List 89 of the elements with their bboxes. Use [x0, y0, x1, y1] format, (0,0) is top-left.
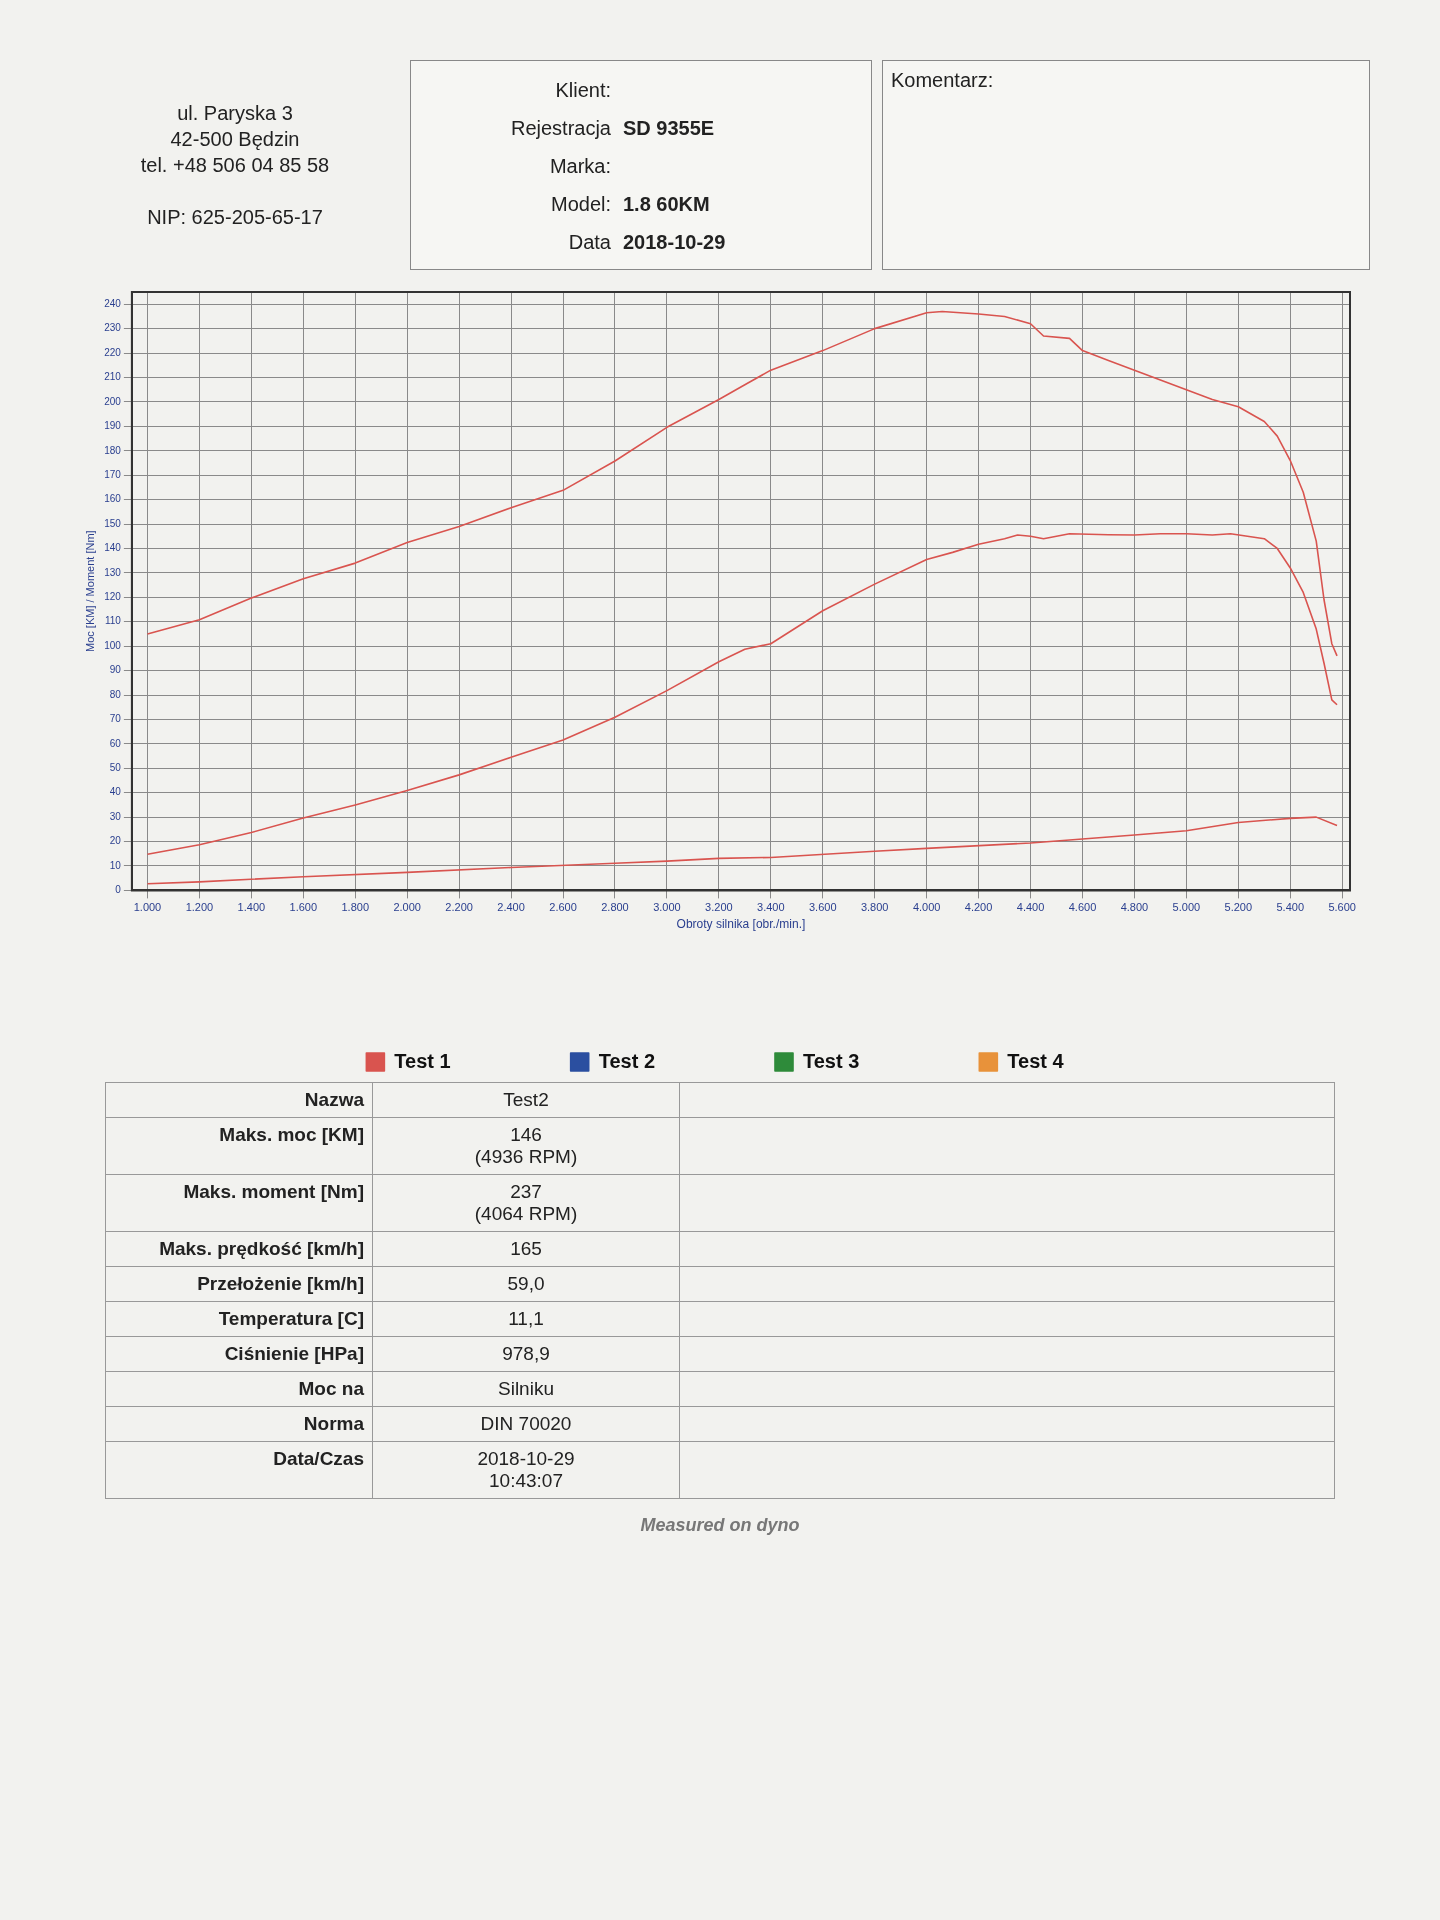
x-tick-label: 4.000: [912, 901, 941, 914]
text: Test2: [372, 1082, 680, 1118]
x-tick-label: 4.200: [964, 901, 993, 914]
x-tick-label: 3.600: [808, 901, 837, 914]
x-tick-label: 4.800: [1120, 901, 1149, 914]
text: 165: [372, 1231, 680, 1267]
y-tick-label: 70: [109, 713, 122, 725]
text: 2018-10-29 10:43:07: [372, 1441, 680, 1499]
text: 1.8 60KM: [623, 192, 710, 216]
x-tick-label: 2.400: [497, 901, 525, 914]
y-tick-label: 100: [104, 639, 122, 651]
x-tick-label: 5.200: [1224, 901, 1253, 914]
y-tick-label: 0: [115, 884, 122, 896]
x-tick-label: 1.600: [289, 901, 318, 914]
text: Temperatura [C]: [105, 1301, 373, 1337]
y-tick-label: 230: [104, 322, 122, 334]
text: Measured on dyno: [639, 1515, 801, 1536]
y-tick-label: 180: [104, 444, 122, 456]
y-tick-label: 30: [109, 810, 122, 822]
y-tick-label: 90: [109, 664, 122, 676]
x-tick-label: 1.800: [341, 901, 370, 914]
y-axis-title: Moc [KM] / Moment [Nm]: [83, 530, 96, 653]
y-tick-label: 200: [104, 395, 122, 407]
x-tick-label: 1.200: [185, 901, 214, 914]
y-tick-label: 210: [104, 371, 122, 383]
y-tick-label: 220: [104, 346, 122, 358]
text: DIN 70020: [372, 1406, 680, 1442]
text: Ciśnienie [HPa]: [105, 1336, 373, 1372]
text: Przełożenie [km/h]: [105, 1266, 373, 1302]
text: Silniku: [372, 1371, 680, 1407]
x-tick-label: 1.000: [133, 901, 162, 914]
x-tick-label: 4.600: [1068, 901, 1097, 914]
y-tick-label: 110: [104, 615, 122, 627]
legend-label: Test 4: [1007, 1049, 1065, 1072]
x-tick-label: 3.000: [653, 901, 681, 914]
text: Rejestracja: [509, 116, 612, 140]
y-tick-label: 50: [109, 762, 122, 774]
x-tick-label: 5.400: [1276, 901, 1305, 914]
legend-label: Test 2: [598, 1049, 656, 1072]
x-tick-label: 2.000: [393, 901, 421, 914]
y-tick-label: 10: [109, 859, 122, 871]
text: Norma: [105, 1406, 373, 1442]
x-tick-label: 5.000: [1172, 901, 1201, 914]
text: 146 (4936 RPM): [372, 1117, 680, 1175]
y-tick-label: 120: [104, 591, 122, 603]
text: Komentarz:: [882, 60, 1370, 270]
text: SD 9355E: [623, 116, 715, 140]
text: Maks. moment [Nm]: [105, 1174, 373, 1232]
y-tick-label: 170: [104, 468, 122, 480]
text: 11,1: [372, 1301, 680, 1337]
y-tick-label: 20: [109, 835, 122, 847]
y-tick-label: 40: [109, 786, 122, 798]
x-tick-label: 2.200: [445, 901, 473, 914]
text: Data: [567, 230, 612, 254]
text: tel. +48 506 04 85 58: [139, 153, 331, 178]
text: Data/Czas: [105, 1441, 373, 1499]
text: Model:: [549, 192, 612, 216]
x-tick-label: 3.800: [860, 901, 889, 914]
legend-label: Test 3: [803, 1049, 860, 1072]
y-tick-label: 150: [104, 517, 122, 529]
text: 978,9: [372, 1336, 680, 1372]
x-tick-label: 3.400: [757, 901, 785, 914]
text: Maks. moc [KM]: [105, 1117, 373, 1175]
x-tick-label: 3.200: [705, 901, 733, 914]
x-tick-label: 2.800: [601, 901, 629, 914]
y-tick-label: 160: [104, 493, 122, 505]
text: Moc na: [105, 1371, 373, 1407]
x-tick-label: 1.400: [237, 901, 266, 914]
text: NIP: 625-205-65-17: [146, 205, 324, 230]
text: 59,0: [372, 1266, 680, 1302]
text: 237 (4064 RPM): [372, 1174, 680, 1232]
text: ul. Paryska 3: [176, 101, 294, 126]
y-tick-label: 60: [109, 737, 122, 749]
text: Maks. prędkość [km/h]: [105, 1231, 373, 1267]
y-tick-label: 80: [109, 688, 122, 700]
text: 2018-10-29: [623, 230, 726, 254]
y-tick-label: 130: [104, 566, 122, 578]
text: Nazwa: [105, 1082, 373, 1118]
text: 42-500 Będzin: [169, 127, 301, 152]
x-axis-title: Obroty silnika [obr./min.]: [676, 917, 806, 932]
text: Marka:: [548, 154, 612, 178]
y-tick-label: 240: [104, 297, 122, 309]
legend-label: Test 1: [394, 1049, 451, 1072]
x-tick-label: 4.400: [1016, 901, 1045, 914]
y-tick-label: 140: [104, 542, 122, 554]
text: Klient:: [554, 78, 612, 102]
y-tick-label: 190: [104, 420, 122, 432]
x-tick-label: 5.600: [1328, 901, 1356, 914]
x-tick-label: 2.600: [549, 901, 577, 914]
